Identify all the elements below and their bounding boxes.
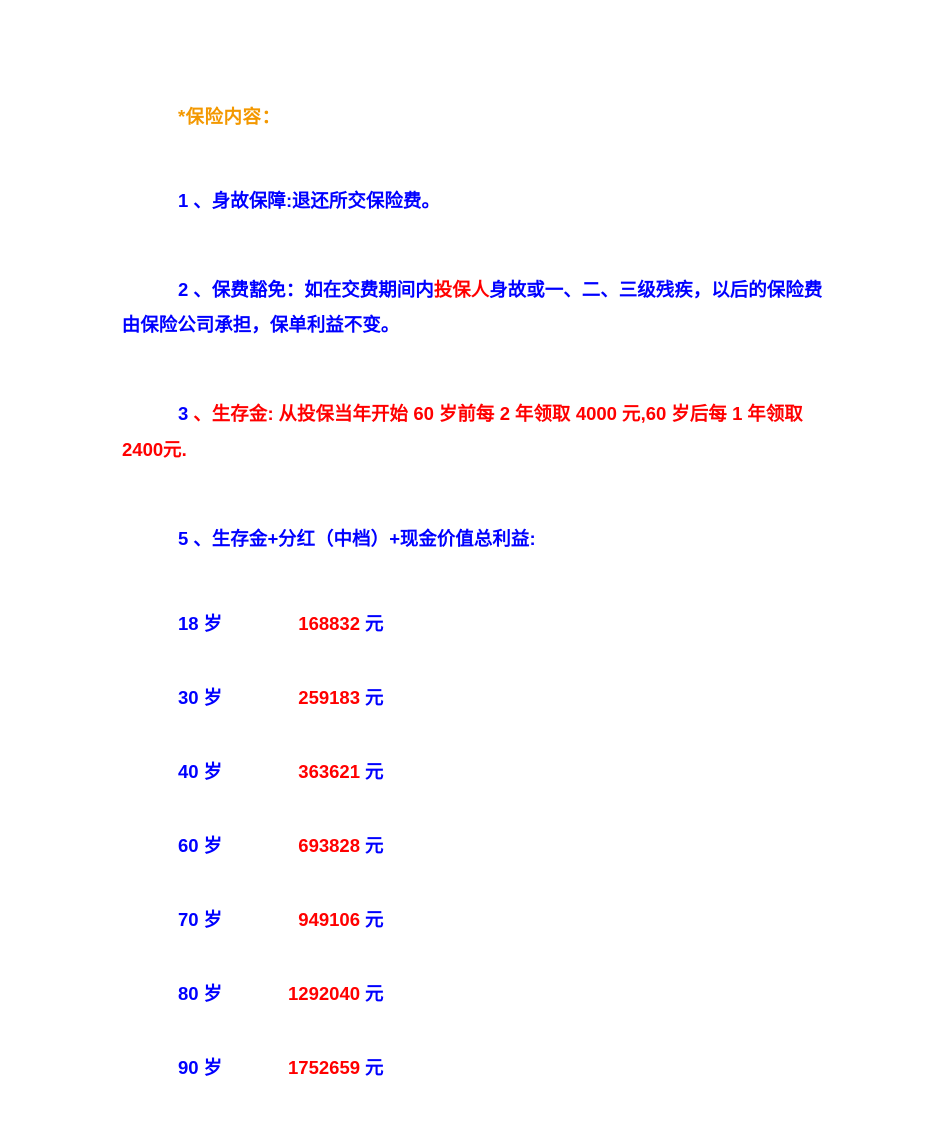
age-cell: 80 岁	[178, 980, 288, 1006]
value-number: 168832	[288, 613, 360, 634]
item-3: 3 、生存金: 从投保当年开始 60 岁前每 2 年领取 4000 元,60 岁…	[122, 396, 835, 466]
item2-title: 保费豁免：	[212, 279, 305, 300]
value-unit: 元	[360, 835, 384, 856]
table-row: 90 岁1752659 元	[178, 1054, 835, 1080]
value-number: 363621	[288, 761, 360, 782]
value-cell: 693828 元	[288, 832, 384, 858]
table-row: 30 岁 259183 元	[178, 684, 835, 710]
table-row: 60 岁 693828 元	[178, 832, 835, 858]
item1-title: 身故保障:	[212, 190, 292, 211]
age-cell: 60 岁	[178, 832, 288, 858]
item2-body-a: 如在交费期间内	[304, 279, 434, 300]
value-cell: 1292040 元	[288, 980, 384, 1006]
age-cell: 90 岁	[178, 1054, 288, 1080]
table-row: 18 岁 168832 元	[178, 610, 835, 636]
value-unit: 元	[360, 909, 384, 930]
value-unit: 元	[360, 983, 384, 1004]
value-cell: 168832 元	[288, 610, 384, 636]
table-row: 70 岁 949106 元	[178, 906, 835, 932]
item-2: 2 、保费豁免：如在交费期间内投保人身故或一、二、三级残疾，以后的保险费由保险公…	[122, 272, 835, 342]
item-1: 1 、身故保障:退还所交保险费。	[122, 183, 835, 218]
value-cell: 259183 元	[288, 684, 384, 710]
value-number: 693828	[288, 835, 360, 856]
table-row: 80 岁1292040 元	[178, 980, 835, 1006]
item-5: 5 、生存金+分红（中档）+现金价值总利益:	[122, 521, 835, 556]
value-number: 259183	[288, 687, 360, 708]
item3-title: 生存金:	[212, 403, 274, 424]
age-cell: 30 岁	[178, 684, 288, 710]
item1-num: 1	[178, 190, 188, 211]
value-unit: 元	[360, 687, 384, 708]
item5-title: 生存金+分红（中档）+现金价值总利益:	[212, 528, 536, 549]
item1-sep: 、	[188, 190, 212, 211]
item5-sep: 、	[188, 528, 212, 549]
value-number: 949106	[288, 909, 360, 930]
age-cell: 40 岁	[178, 758, 288, 784]
item2-num: 2	[178, 279, 188, 300]
section-header: *保险内容：	[178, 103, 835, 129]
benefits-table: 18 岁 168832 元30 岁 259183 元40 岁 363621 元6…	[122, 610, 835, 1080]
value-cell: 1752659 元	[288, 1054, 384, 1080]
item2-body-red: 投保人	[434, 279, 490, 300]
table-row: 40 岁 363621 元	[178, 758, 835, 784]
value-number: 1292040	[288, 983, 360, 1004]
value-unit: 元	[360, 761, 384, 782]
item2-sep: 、	[188, 279, 212, 300]
age-cell: 18 岁	[178, 610, 288, 636]
value-unit: 元	[360, 1057, 384, 1078]
value-unit: 元	[360, 613, 384, 634]
header-text: *保险内容：	[178, 106, 281, 127]
item3-sep: 、	[188, 403, 212, 424]
item5-num: 5	[178, 528, 188, 549]
value-cell: 363621 元	[288, 758, 384, 784]
age-cell: 70 岁	[178, 906, 288, 932]
value-number: 1752659	[288, 1057, 360, 1078]
value-cell: 949106 元	[288, 906, 384, 932]
item3-num: 3	[178, 403, 188, 424]
item1-body: 退还所交保险费。	[292, 190, 440, 211]
